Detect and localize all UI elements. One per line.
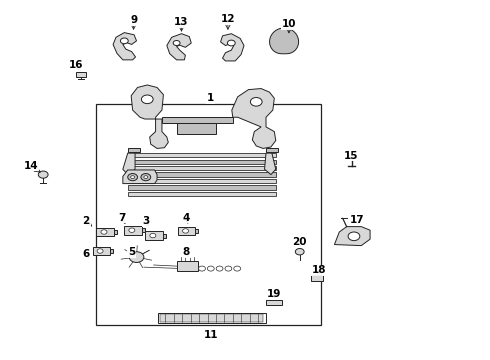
Polygon shape [93,247,110,255]
Circle shape [198,266,205,271]
Circle shape [129,228,135,233]
Polygon shape [97,228,114,236]
Bar [160,314,263,321]
Text: 7: 7 [118,213,125,222]
Text: 5: 5 [128,247,135,257]
Polygon shape [123,153,135,175]
Text: 6: 6 [83,248,90,258]
Circle shape [38,171,48,178]
Polygon shape [128,153,276,157]
Circle shape [207,266,214,271]
Text: 2: 2 [83,216,90,226]
Polygon shape [334,226,370,246]
Text: 9: 9 [130,15,137,26]
Text: 15: 15 [344,150,359,161]
Circle shape [216,266,223,271]
Circle shape [295,248,304,255]
Text: 17: 17 [350,215,365,225]
Text: 11: 11 [203,330,218,340]
Polygon shape [270,28,298,54]
Text: 1: 1 [207,93,215,103]
Circle shape [131,176,135,179]
Polygon shape [131,85,168,148]
Polygon shape [146,231,163,240]
Polygon shape [232,89,276,148]
Circle shape [227,40,235,46]
Polygon shape [128,159,276,164]
Circle shape [348,232,360,240]
Polygon shape [114,230,117,234]
Polygon shape [76,72,86,77]
Polygon shape [123,170,157,184]
Text: 8: 8 [183,247,190,257]
Text: 19: 19 [267,289,281,299]
Polygon shape [128,185,276,190]
Polygon shape [128,179,276,183]
Circle shape [141,174,151,181]
Circle shape [97,249,103,253]
Circle shape [173,41,180,45]
Text: 18: 18 [312,265,326,275]
Text: 20: 20 [293,237,307,247]
Circle shape [234,266,241,271]
Bar [96,104,321,325]
Circle shape [128,174,138,181]
Bar [158,313,266,323]
Polygon shape [267,300,282,305]
Circle shape [121,38,128,44]
Text: 3: 3 [143,216,150,226]
Polygon shape [266,148,278,152]
Polygon shape [128,172,276,177]
Polygon shape [128,166,276,170]
Text: 14: 14 [24,161,38,171]
Polygon shape [142,228,145,232]
Polygon shape [178,226,195,235]
Polygon shape [220,34,244,61]
Polygon shape [176,123,216,134]
Text: 10: 10 [282,19,296,29]
Text: 4: 4 [183,213,190,222]
Polygon shape [113,33,137,60]
Polygon shape [195,229,198,233]
Polygon shape [110,249,113,253]
Circle shape [101,230,107,234]
Polygon shape [312,275,323,282]
Polygon shape [162,117,233,123]
Polygon shape [265,153,276,175]
Circle shape [129,252,144,262]
Polygon shape [167,34,191,60]
Text: 16: 16 [69,60,84,70]
Polygon shape [128,192,276,196]
Polygon shape [163,234,166,238]
Circle shape [225,266,232,271]
Text: 12: 12 [220,14,235,24]
Text: 13: 13 [174,17,189,27]
Circle shape [144,176,148,179]
Circle shape [142,95,153,104]
Polygon shape [176,261,198,271]
Circle shape [183,229,189,233]
Circle shape [250,98,262,106]
Polygon shape [124,226,142,235]
Circle shape [150,233,156,238]
Polygon shape [128,148,140,152]
